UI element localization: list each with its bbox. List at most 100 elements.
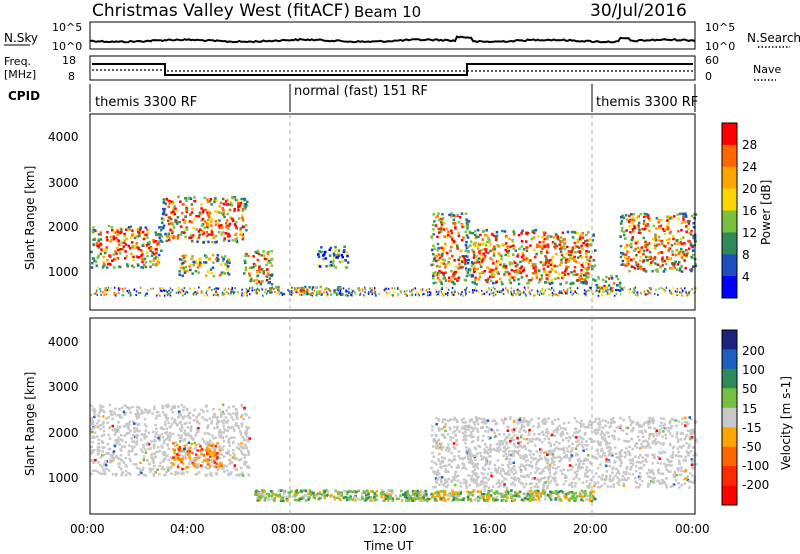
power-cell (592, 233, 596, 236)
power-cell (227, 227, 230, 231)
power-cell (617, 289, 620, 291)
power-cell (336, 292, 340, 296)
power-cell (95, 291, 97, 294)
power-cell (543, 268, 546, 272)
velocity-cell (242, 446, 246, 450)
power-cell (453, 282, 456, 286)
power-cell (657, 252, 660, 255)
power-cell (538, 293, 541, 296)
velocity-cell (120, 433, 123, 437)
velocity-cell (213, 456, 216, 459)
cpid-segment-1: themis 3300 RF (95, 95, 197, 110)
velocity-cell (203, 440, 206, 443)
velocity-cell (166, 466, 169, 469)
power-cell (200, 207, 203, 210)
velocity-cell (447, 498, 450, 501)
power-cell (576, 273, 579, 276)
nsky-series (89, 35, 696, 44)
velocity-cell (214, 436, 217, 439)
velocity-cell (382, 499, 386, 502)
power-cell (113, 258, 116, 261)
power-cell (662, 287, 664, 290)
power-cell (520, 292, 522, 295)
power-cell (566, 290, 569, 293)
power-cell (644, 255, 648, 259)
power-cell (535, 252, 538, 256)
velocity-cell (405, 498, 408, 501)
velocity-cell (141, 450, 144, 453)
power-cell (629, 244, 632, 247)
power-cell (255, 288, 258, 291)
velocity-cell (333, 497, 337, 500)
power-cell (483, 292, 486, 295)
power-cell (494, 287, 496, 290)
velocity-cell (213, 459, 216, 463)
velocity-cell (212, 451, 215, 454)
power-cell (502, 263, 506, 266)
power-cell (593, 264, 597, 267)
power-cell (179, 225, 183, 228)
power-cell (183, 229, 186, 233)
velocity-cell (100, 434, 104, 438)
velocity-cell (262, 491, 265, 494)
power-cell (212, 253, 215, 257)
power-cell (412, 288, 414, 291)
velocity-cell (102, 453, 106, 457)
velocity-cell (131, 447, 134, 451)
velocity-cell (242, 474, 245, 477)
velocity-cell (436, 447, 439, 450)
velocity-cell (201, 461, 204, 464)
power-cell (637, 215, 640, 218)
power-cell (631, 227, 635, 231)
power-cell (189, 213, 192, 216)
power-cell (569, 250, 573, 253)
power-cell (481, 270, 484, 274)
power-cell (559, 291, 561, 294)
power-cell (518, 270, 522, 274)
power-cell (241, 288, 243, 291)
power-cell (480, 248, 483, 252)
power-cell (337, 254, 340, 257)
velocity-cell (533, 477, 536, 480)
power-cell (222, 257, 225, 261)
velocity-cell (147, 431, 150, 435)
power-cell (269, 274, 273, 277)
velocity-cell (401, 493, 405, 496)
power-cell (603, 284, 606, 288)
velocity-cell (525, 455, 528, 458)
power-cell (182, 268, 185, 271)
power-cell (141, 259, 145, 262)
power-cell (512, 229, 515, 233)
power-cell (648, 217, 651, 220)
velocity-cell (514, 494, 517, 497)
power-cell (332, 259, 335, 263)
power-cell (516, 289, 518, 292)
power-cell (432, 244, 435, 247)
power-cell (657, 243, 661, 246)
velocity-cell (155, 450, 158, 454)
power-cell (657, 293, 659, 296)
power-cell (238, 217, 241, 220)
power-cell (658, 225, 661, 228)
power-cell (438, 279, 442, 282)
power-cell (694, 264, 697, 267)
power-cell (262, 270, 265, 273)
power-cell (545, 273, 548, 277)
velocity-cell (188, 450, 192, 453)
power-cell (519, 293, 521, 296)
velocity-cell (217, 445, 221, 448)
velocity-cell (145, 435, 148, 438)
power-cell (391, 287, 393, 290)
velocity-cell (174, 470, 178, 474)
velocity-cell (468, 491, 471, 494)
power-cell (183, 260, 187, 263)
power-cell (511, 239, 514, 242)
velocity-cell (369, 496, 373, 499)
velocity-cell (97, 442, 100, 445)
power-cell (139, 286, 142, 289)
power-cell (165, 289, 167, 292)
power-cell (500, 254, 503, 258)
power-cell (337, 249, 341, 252)
velocity-cell (508, 433, 511, 436)
power-cell (674, 260, 677, 263)
